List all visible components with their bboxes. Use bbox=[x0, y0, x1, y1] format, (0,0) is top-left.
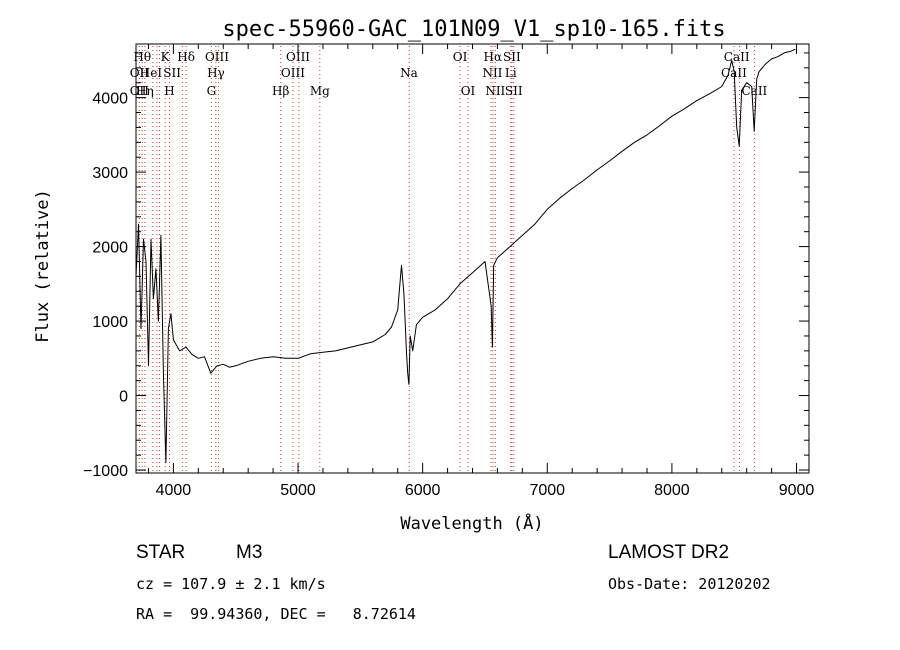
observation-date: Obs-Date: 20120202 bbox=[608, 575, 771, 593]
spectral-line-label: Hδ bbox=[177, 50, 195, 64]
spectral-line-label: Hγ bbox=[207, 66, 225, 80]
spectral-line-label: SII bbox=[163, 66, 181, 80]
x-tick-label: 6000 bbox=[405, 482, 441, 499]
spectral-line-label: OIII bbox=[286, 50, 310, 64]
spectral-line-label: Hη bbox=[136, 84, 154, 98]
y-tick-label: 1000 bbox=[92, 314, 128, 331]
spectral-line-label: OIII bbox=[205, 50, 229, 64]
y-tick-label: −1000 bbox=[83, 463, 128, 480]
spectral-line-label: SII bbox=[503, 50, 521, 64]
spectral-line-label: OII bbox=[130, 84, 150, 98]
x-tick-label: 8000 bbox=[654, 482, 690, 499]
spectral-line-label: Li bbox=[505, 66, 517, 80]
redshift-velocity: cz = 107.9 ± 2.1 km/s bbox=[136, 575, 326, 593]
x-tick-label: 5000 bbox=[280, 482, 316, 499]
y-tick-label: 0 bbox=[119, 389, 128, 406]
y-axis-label: Flux (relative) bbox=[33, 189, 53, 343]
spectral-line-label: Na bbox=[400, 66, 418, 80]
spectral-line-label: CaII bbox=[724, 50, 750, 64]
spectral-line-label: Hβ bbox=[272, 84, 289, 98]
spectral-line-label: Hα bbox=[484, 50, 503, 64]
spectral-line-label: OI bbox=[453, 50, 468, 64]
y-tick-label: 3000 bbox=[92, 165, 128, 182]
plot-area: 4000 5000 6000 7000 8000 9000 −1000 0 1000 2000 30… bbox=[83, 43, 815, 499]
spectral-line-label: K bbox=[161, 50, 171, 64]
spectral-line-label: OIII bbox=[281, 66, 305, 80]
spectral-line-label: Hθ bbox=[133, 50, 151, 64]
x-tick-label: 9000 bbox=[779, 482, 815, 499]
x-axis-label: Wavelength (Å) bbox=[400, 512, 543, 534]
spectral-line-label: G bbox=[207, 84, 217, 98]
spectral-line-label: CaII bbox=[721, 66, 747, 80]
y-tick-label: 2000 bbox=[92, 240, 128, 257]
spectral-line-label: NII bbox=[482, 66, 502, 80]
spectral-line-label: HeI bbox=[140, 66, 163, 80]
chart-title: spec-55960-GAC_101N09_V1_sp10-165.fits bbox=[222, 17, 725, 42]
y-tick-label: 4000 bbox=[92, 91, 128, 108]
plot-frame bbox=[135, 43, 810, 474]
object-subclass: M3 bbox=[236, 542, 263, 563]
x-tick-label: 4000 bbox=[156, 482, 192, 499]
spectral-line-label: CaII bbox=[741, 84, 767, 98]
spectral-line-label: NII bbox=[485, 84, 505, 98]
spectral-line-label: SII bbox=[505, 84, 523, 98]
x-tick-label: 7000 bbox=[529, 482, 565, 499]
sky-coordinates: RA = 99.94360, DEC = 8.72614 bbox=[136, 605, 416, 623]
spectral-line-label: Mg bbox=[310, 84, 330, 98]
survey-name: LAMOST DR2 bbox=[608, 542, 730, 563]
spectral-line-label: OI bbox=[461, 84, 476, 98]
spectrum-line bbox=[135, 48, 796, 464]
object-class: STAR bbox=[136, 542, 186, 563]
spectral-line-label: OII bbox=[130, 66, 150, 80]
spectral-line-label: H bbox=[164, 84, 174, 98]
